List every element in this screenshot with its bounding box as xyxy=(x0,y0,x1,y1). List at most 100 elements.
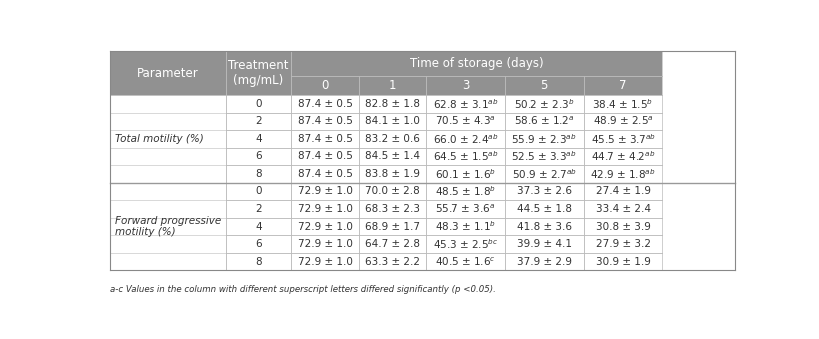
Text: 48.5 ± 1.8$^{b}$: 48.5 ± 1.8$^{b}$ xyxy=(435,184,495,198)
Bar xyxy=(225,95,291,113)
Text: 66.0 ± 2.4$^{ab}$: 66.0 ± 2.4$^{ab}$ xyxy=(432,132,498,146)
Bar xyxy=(505,200,583,218)
Bar xyxy=(505,76,583,95)
Bar xyxy=(110,183,225,271)
Text: 87.4 ± 0.5: 87.4 ± 0.5 xyxy=(297,152,352,161)
Text: 84.5 ± 1.4: 84.5 ± 1.4 xyxy=(364,152,419,161)
Text: 72.9 ± 1.0: 72.9 ± 1.0 xyxy=(297,221,352,232)
Text: a-c Values in the column with different superscript letters differed significant: a-c Values in the column with different … xyxy=(110,285,495,294)
Text: 87.4 ± 0.5: 87.4 ± 0.5 xyxy=(297,169,352,179)
Bar xyxy=(225,218,291,235)
Text: Forward progressive
motility (%): Forward progressive motility (%) xyxy=(115,216,220,237)
Bar xyxy=(291,113,359,130)
Text: 8: 8 xyxy=(255,257,261,266)
Bar xyxy=(426,200,505,218)
Text: 87.4 ± 0.5: 87.4 ± 0.5 xyxy=(297,99,352,109)
Text: 55.9 ± 2.3$^{ab}$: 55.9 ± 2.3$^{ab}$ xyxy=(511,132,577,146)
Bar xyxy=(359,95,426,113)
Text: 72.9 ± 1.0: 72.9 ± 1.0 xyxy=(297,239,352,249)
Text: 0: 0 xyxy=(255,99,261,109)
Text: Parameter: Parameter xyxy=(137,66,198,80)
Text: 38.4 ± 1.5$^{b}$: 38.4 ± 1.5$^{b}$ xyxy=(591,97,653,111)
Bar xyxy=(583,147,662,165)
Bar xyxy=(110,95,225,183)
Text: 0: 0 xyxy=(321,79,328,92)
Bar xyxy=(505,130,583,147)
Text: 40.5 ± 1.6$^{c}$: 40.5 ± 1.6$^{c}$ xyxy=(435,255,495,268)
Text: 0: 0 xyxy=(255,186,261,197)
Bar xyxy=(110,51,225,95)
Text: 62.8 ± 3.1$^{ab}$: 62.8 ± 3.1$^{ab}$ xyxy=(432,97,498,111)
Text: 68.9 ± 1.7: 68.9 ± 1.7 xyxy=(364,221,419,232)
Bar xyxy=(505,253,583,271)
Bar xyxy=(583,235,662,253)
Text: 72.9 ± 1.0: 72.9 ± 1.0 xyxy=(297,257,352,266)
Bar xyxy=(359,147,426,165)
Bar xyxy=(505,95,583,113)
Bar xyxy=(505,183,583,200)
Text: 4: 4 xyxy=(255,221,261,232)
Bar xyxy=(291,51,662,76)
Text: 58.6 ± 1.2$^{a}$: 58.6 ± 1.2$^{a}$ xyxy=(514,115,574,127)
Text: 41.8 ± 3.6: 41.8 ± 3.6 xyxy=(516,221,571,232)
Bar xyxy=(583,183,662,200)
Bar xyxy=(225,165,291,183)
Text: 27.4 ± 1.9: 27.4 ± 1.9 xyxy=(595,186,649,197)
Bar xyxy=(225,147,291,165)
Text: 42.9 ± 1.8$^{ab}$: 42.9 ± 1.8$^{ab}$ xyxy=(590,167,655,181)
Text: 1: 1 xyxy=(388,79,396,92)
Bar xyxy=(225,130,291,147)
Text: 70.5 ± 4.3$^{a}$: 70.5 ± 4.3$^{a}$ xyxy=(435,115,495,127)
Bar xyxy=(291,218,359,235)
Bar xyxy=(426,253,505,271)
Text: 4: 4 xyxy=(255,134,261,144)
Bar xyxy=(225,200,291,218)
Bar xyxy=(291,95,359,113)
Text: 55.7 ± 3.6$^{a}$: 55.7 ± 3.6$^{a}$ xyxy=(435,203,495,215)
Bar xyxy=(225,183,291,200)
Bar xyxy=(505,113,583,130)
Bar xyxy=(426,235,505,253)
Bar xyxy=(359,218,426,235)
Text: 60.1 ± 1.6$^{b}$: 60.1 ± 1.6$^{b}$ xyxy=(434,167,495,181)
Text: 44.5 ± 1.8: 44.5 ± 1.8 xyxy=(516,204,571,214)
Text: 5: 5 xyxy=(540,79,547,92)
Bar xyxy=(505,147,583,165)
Text: 72.9 ± 1.0: 72.9 ± 1.0 xyxy=(297,186,352,197)
Bar xyxy=(583,95,662,113)
Bar xyxy=(426,147,505,165)
Bar xyxy=(359,235,426,253)
Bar xyxy=(426,113,505,130)
Bar xyxy=(291,147,359,165)
Text: 6: 6 xyxy=(255,152,261,161)
Text: 48.3 ± 1.1$^{b}$: 48.3 ± 1.1$^{b}$ xyxy=(434,220,495,234)
Bar xyxy=(359,130,426,147)
Text: 63.3 ± 2.2: 63.3 ± 2.2 xyxy=(364,257,419,266)
Text: 30.9 ± 1.9: 30.9 ± 1.9 xyxy=(595,257,649,266)
Text: 27.9 ± 3.2: 27.9 ± 3.2 xyxy=(595,239,649,249)
Bar xyxy=(359,253,426,271)
Text: 37.3 ± 2.6: 37.3 ± 2.6 xyxy=(516,186,571,197)
Bar xyxy=(583,113,662,130)
Text: 33.4 ± 2.4: 33.4 ± 2.4 xyxy=(595,204,649,214)
Bar xyxy=(359,165,426,183)
Text: 8: 8 xyxy=(255,169,261,179)
Bar xyxy=(583,218,662,235)
Bar xyxy=(291,235,359,253)
Text: 50.9 ± 2.7$^{ab}$: 50.9 ± 2.7$^{ab}$ xyxy=(511,167,576,181)
Bar xyxy=(291,253,359,271)
Text: 2: 2 xyxy=(255,204,261,214)
Text: 87.4 ± 0.5: 87.4 ± 0.5 xyxy=(297,134,352,144)
Bar xyxy=(225,51,291,95)
Text: 68.3 ± 2.3: 68.3 ± 2.3 xyxy=(364,204,419,214)
Text: 72.9 ± 1.0: 72.9 ± 1.0 xyxy=(297,204,352,214)
Text: Total motility (%): Total motility (%) xyxy=(115,134,203,144)
Bar xyxy=(426,130,505,147)
Text: 64.5 ± 1.5$^{ab}$: 64.5 ± 1.5$^{ab}$ xyxy=(432,149,498,163)
Text: 45.3 ± 2.5$^{bc}$: 45.3 ± 2.5$^{bc}$ xyxy=(432,237,498,251)
Bar xyxy=(505,235,583,253)
Bar xyxy=(225,253,291,271)
Bar xyxy=(583,200,662,218)
Text: Treatment
(mg/mL): Treatment (mg/mL) xyxy=(228,59,288,87)
Text: 37.9 ± 2.9: 37.9 ± 2.9 xyxy=(516,257,571,266)
